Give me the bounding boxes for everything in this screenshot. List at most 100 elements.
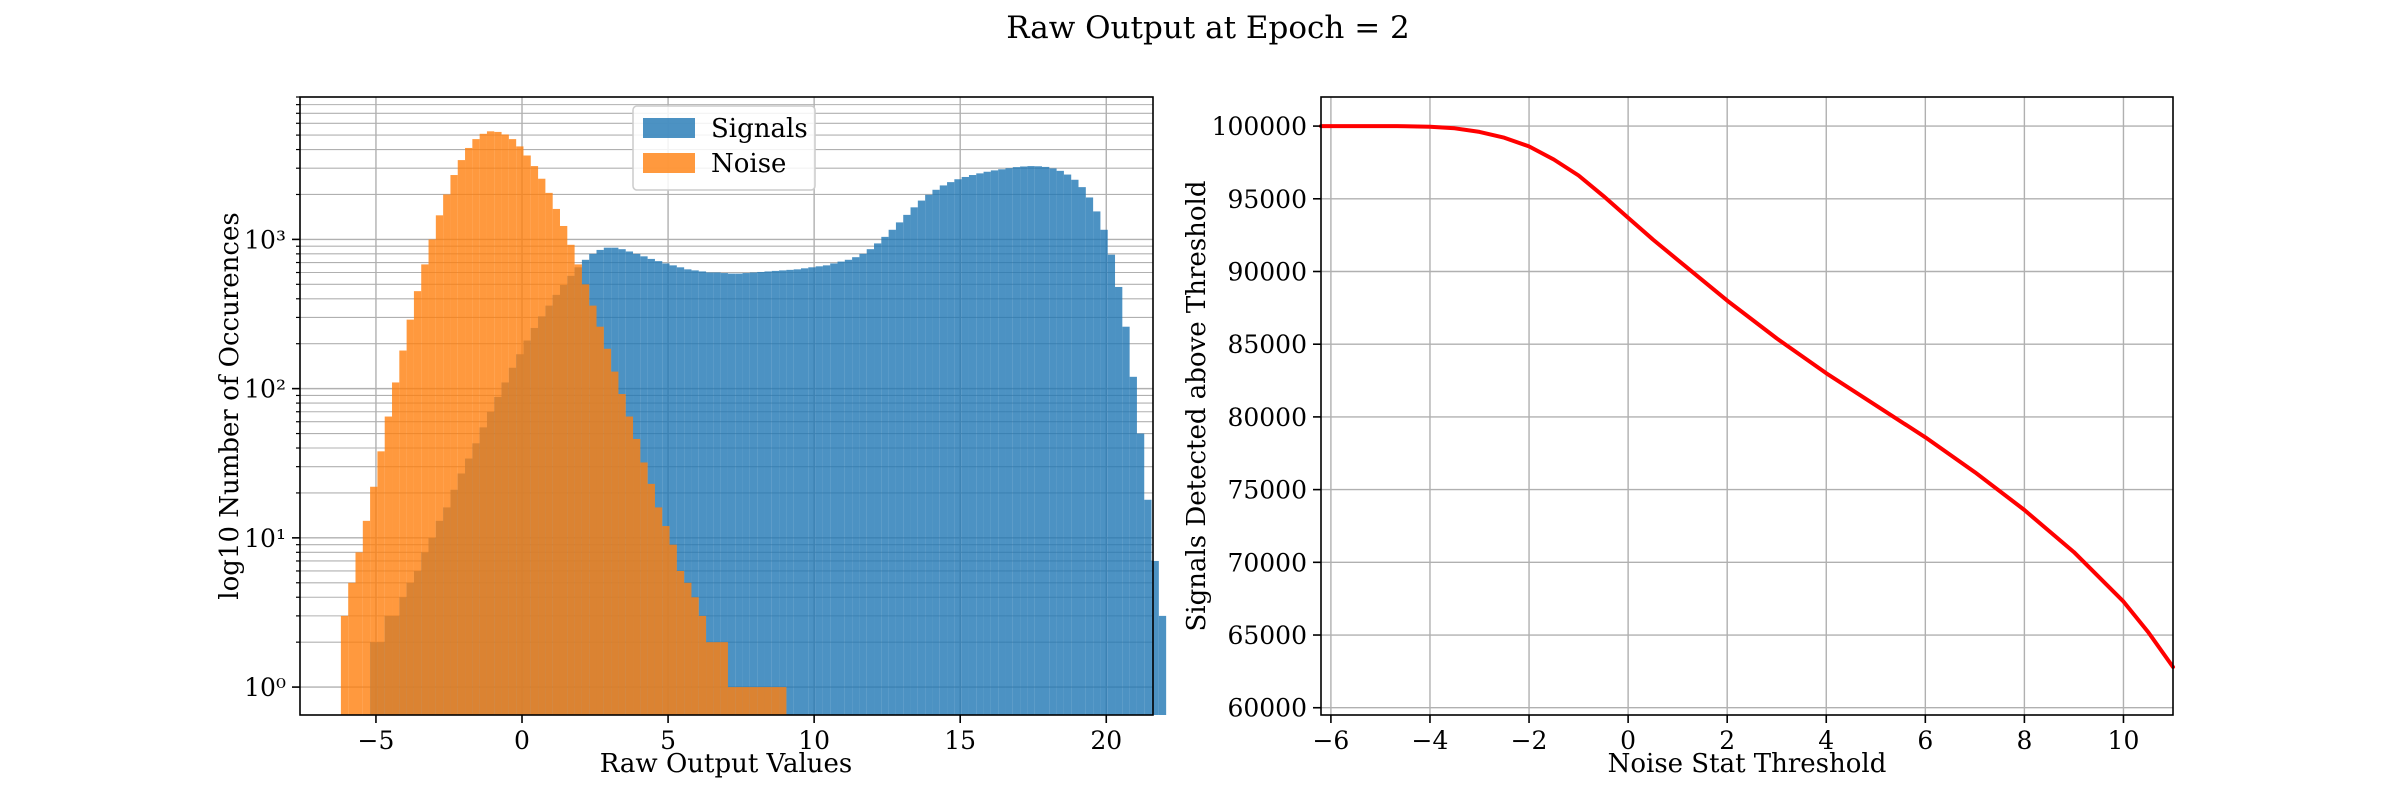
noise-bar [647, 483, 655, 715]
noise-bar [392, 382, 400, 715]
noise-bar [749, 687, 758, 715]
signals-bar [779, 270, 787, 715]
x-tick-label: 0 [514, 726, 530, 755]
x-tick-label: 6 [1917, 726, 1933, 755]
signals-bar [691, 270, 699, 715]
signals-bar [1115, 286, 1123, 715]
histogram-x-ticks: −5 0 5 10 15 20 [358, 715, 1122, 755]
signals-bar [742, 273, 750, 715]
noise-bar [348, 582, 356, 715]
noise-bar [413, 291, 422, 715]
signals-bar [888, 229, 896, 715]
noise-bar [625, 416, 634, 715]
signals-bar [654, 261, 663, 715]
noise-bar [589, 305, 597, 715]
noise-bar [523, 155, 531, 716]
legend-swatch-signals [643, 118, 695, 138]
line-x-ticks: −6 −4 −2 0 2 4 6 8 10 [1312, 715, 2139, 755]
signals-bar [1063, 174, 1072, 716]
signals-bar [925, 194, 933, 715]
x-tick-label: −6 [1312, 726, 1349, 755]
signals-bar [947, 182, 955, 715]
y-tick-label: 95000 [1227, 185, 1307, 214]
x-tick-label: 20 [1090, 726, 1122, 755]
signals-detected-line [1319, 124, 2175, 669]
signals-bar [713, 272, 721, 715]
signals-bar [1122, 326, 1130, 715]
signals-bar [939, 185, 948, 716]
signals-bar [852, 257, 860, 715]
noise-bar [435, 215, 444, 715]
noise-bar [479, 133, 487, 715]
signals-bar [1093, 211, 1101, 715]
noise-bar [735, 687, 743, 715]
signals-bar [837, 261, 845, 715]
signals-bar [932, 189, 940, 716]
detection-curve-axes: −6 −4 −2 0 2 4 6 8 10 60000 65000 70000 75000 80000 8… [1182, 96, 2175, 779]
noise-bar [779, 687, 787, 715]
legend-swatch-noise [643, 153, 695, 173]
line-y-axis-label: Signals Detected above Threshold [1182, 180, 1212, 631]
noise-bar [684, 582, 692, 715]
signals-bar [954, 179, 962, 715]
noise-bar [742, 687, 750, 715]
noise-bar [530, 166, 539, 715]
noise-bar [581, 284, 590, 715]
line-plot-area [1321, 97, 2173, 715]
noise-bar [370, 486, 378, 715]
signals-bar [961, 176, 969, 715]
signals-bar [1012, 167, 1021, 715]
y-tick-label: 70000 [1227, 548, 1307, 577]
signals-bar [1100, 229, 1108, 715]
signals-bar [1151, 560, 1159, 715]
signals-bar [720, 273, 728, 715]
signals-bar [757, 271, 765, 715]
noise-bar [465, 147, 473, 715]
noise-bar [501, 134, 509, 715]
noise-bar [472, 139, 480, 715]
y-tick-label: 100000 [1212, 112, 1307, 141]
x-tick-label: −2 [1511, 726, 1548, 755]
noise-bar [399, 350, 407, 715]
noise-bar [508, 139, 517, 715]
noise-bar [567, 244, 575, 715]
noise-bar [362, 520, 371, 715]
signals-bar [1020, 166, 1028, 715]
signals-bar [662, 263, 670, 715]
signals-bar [1158, 615, 1167, 715]
noise-bar [538, 178, 546, 715]
noise-bar [596, 326, 604, 715]
signals-bar [815, 266, 823, 715]
noise-bar [494, 131, 502, 715]
signals-bar [786, 269, 794, 715]
signals-bar [998, 169, 1006, 716]
signals-bar [830, 263, 838, 715]
noise-bar [559, 225, 568, 716]
x-tick-label: 10 [798, 726, 830, 755]
noise-bar [406, 319, 414, 715]
signals-bar [903, 214, 911, 715]
signals-bar [808, 267, 816, 715]
noise-bar [640, 462, 648, 715]
y-tick-label: 80000 [1227, 403, 1307, 432]
noise-bar [574, 264, 582, 715]
signals-bar [968, 175, 977, 716]
signals-bar [859, 253, 867, 715]
signals-bar [1071, 179, 1079, 715]
line-axes-frame [1320, 96, 2174, 716]
signals-bar [764, 271, 772, 715]
noise-bar [428, 239, 436, 716]
signals-bar [1034, 166, 1042, 715]
noise-bar [691, 597, 699, 715]
signals-bar [676, 267, 685, 715]
signals-bar [735, 273, 743, 715]
signals-bar [983, 171, 991, 715]
signals-bar [1129, 376, 1137, 715]
signals-bar [844, 259, 853, 715]
noise-bar [669, 544, 677, 715]
y-tick-label: 10⁰ [244, 673, 286, 702]
legend: Signals Noise [632, 105, 816, 191]
x-tick-label: 0 [1620, 726, 1636, 755]
signals-bar [771, 270, 780, 715]
